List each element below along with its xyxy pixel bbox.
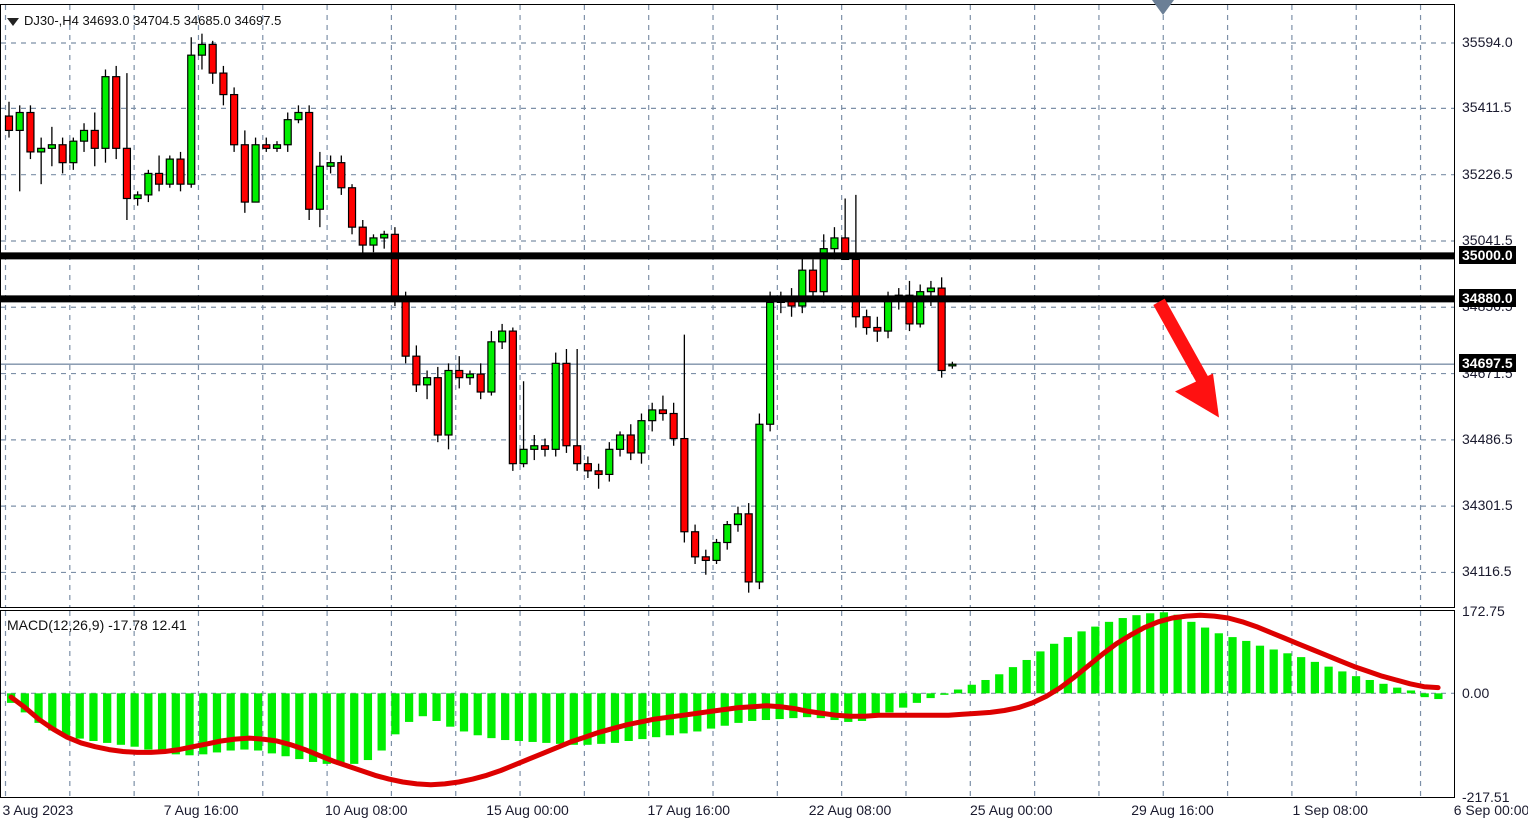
price-tick-label: 34301.5 xyxy=(1462,497,1513,514)
level-price-label: 34880.0 xyxy=(1459,288,1516,307)
time-tick-label: 7 Aug 16:00 xyxy=(163,802,239,818)
price-tick-label: 35041.5 xyxy=(1462,231,1513,248)
price-tick-label: 35411.5 xyxy=(1462,99,1512,116)
time-tick-label: 3 Aug 2023 xyxy=(2,802,74,818)
price-scale-axis[interactable]: 35594.035411.535226.535041.534856.534671… xyxy=(1456,0,1528,825)
price-chart-panel[interactable]: DJ30-,H4 34693.0 34704.5 34685.0 34697.5 xyxy=(0,4,1455,608)
macd-indicator-panel[interactable]: MACD(12,26,9) -17.78 12.41 xyxy=(0,610,1455,798)
price-plot-area[interactable] xyxy=(1,5,1454,607)
time-tick-label: 25 Aug 00:00 xyxy=(970,802,1053,818)
price-tick-label: 35594.0 xyxy=(1462,33,1513,50)
macd-plot-area[interactable] xyxy=(1,611,1454,797)
triangle-down-icon[interactable] xyxy=(7,17,19,26)
time-tick-label: 10 Aug 08:00 xyxy=(325,802,408,818)
time-scale-axis[interactable]: 3 Aug 2023 7 Aug 16:00 10 Aug 08:00 15 Aug … xyxy=(0,799,1528,825)
time-tick-label: 6 Sep 00:00 xyxy=(1453,802,1528,818)
price-tick-label: 34116.5 xyxy=(1462,563,1512,580)
macd-header-label: MACD(12,26,9) -17.78 12.41 xyxy=(7,617,187,633)
chart-header-text: DJ30-,H4 34693.0 34704.5 34685.0 34697.5 xyxy=(24,13,282,28)
level-price-label: 35000.0 xyxy=(1459,245,1516,264)
macd-tick-label: 172.75 xyxy=(1462,603,1505,619)
last-price-label: 34697.5 xyxy=(1459,354,1516,373)
macd-tick-label: -217.51 xyxy=(1462,789,1510,805)
price-tick-label: 34486.5 xyxy=(1462,430,1513,447)
time-tick-label: 29 Aug 16:00 xyxy=(1131,802,1214,818)
time-tick-label: 22 Aug 08:00 xyxy=(808,802,892,818)
time-tick-label: 1 Sep 08:00 xyxy=(1292,802,1369,818)
price-tick-label: 35226.5 xyxy=(1462,165,1513,182)
time-tick-label: 17 Aug 16:00 xyxy=(647,802,731,818)
bearish-arrow-annotation[interactable] xyxy=(1153,298,1219,418)
chart-header: DJ30-,H4 34693.0 34704.5 34685.0 34697.5 xyxy=(7,13,281,28)
sell-marker-triangle-down-icon[interactable] xyxy=(1152,0,1174,15)
time-tick-label: 15 Aug 00:00 xyxy=(486,802,569,818)
macd-tick-label: 0.00 xyxy=(1462,685,1490,702)
